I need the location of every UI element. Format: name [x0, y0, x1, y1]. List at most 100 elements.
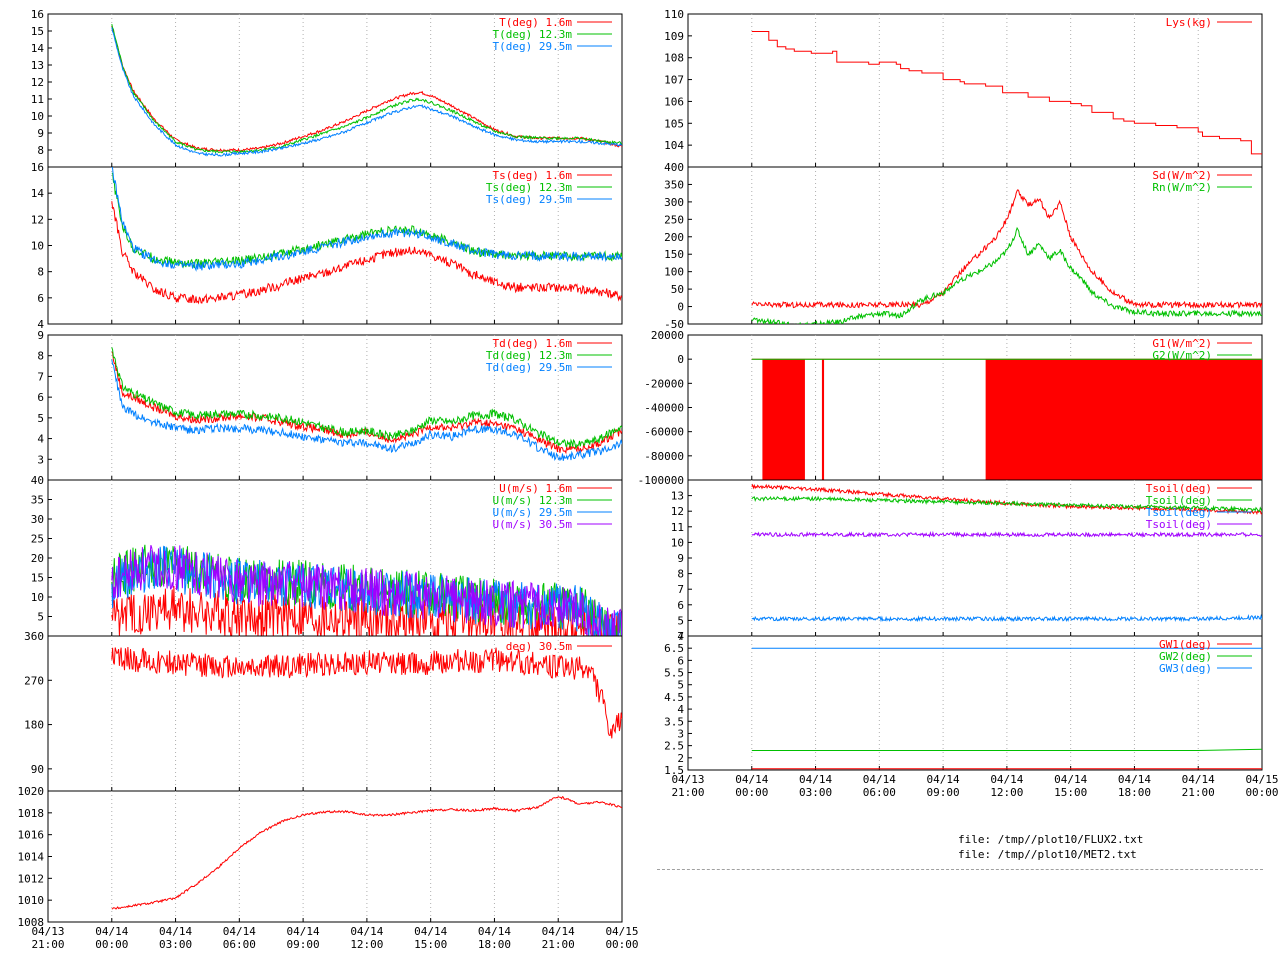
- legend-label: Tsoil(deg): [1146, 506, 1212, 519]
- series-line: [111, 646, 622, 739]
- x-tick-date: 04/15: [605, 925, 638, 938]
- x-tick-date: 04/14: [990, 773, 1023, 786]
- x-tick-time: 18:00: [1118, 786, 1151, 799]
- y-tick-label: 25: [31, 533, 44, 546]
- plot-area: [751, 647, 1262, 770]
- x-tick-date: 04/14: [350, 925, 383, 938]
- plot-area: [111, 796, 622, 910]
- x-tick-date: 04/14: [159, 925, 192, 938]
- x-tick-time: 09:00: [287, 938, 320, 951]
- plot-frame: [47, 635, 623, 792]
- x-tick-date: 04/14: [287, 925, 320, 938]
- plot-area: [751, 483, 1262, 623]
- x-tick-time: 00:00: [95, 938, 128, 951]
- y-tick-label: 104: [664, 139, 684, 152]
- y-tick-label: 16: [31, 161, 44, 174]
- y-tick-label: 6: [677, 599, 684, 612]
- legend-label: U(m/s) 29.5m: [493, 506, 573, 519]
- x-tick-date: 04/14: [863, 773, 896, 786]
- y-tick-label: -20000: [644, 377, 684, 390]
- y-tick-label: 4: [37, 318, 44, 331]
- flux-band: [762, 359, 805, 480]
- y-tick-label: 15: [31, 25, 44, 38]
- legend-label: Rn(W/m^2): [1152, 181, 1212, 194]
- y-tick-label: 109: [664, 30, 684, 43]
- y-tick-label: 12: [31, 76, 44, 89]
- y-tick-label: 5: [37, 412, 44, 425]
- legend-label: Ts(deg) 1.6m: [493, 169, 573, 182]
- y-tick-label: 20000: [651, 329, 684, 342]
- legend-label: GW3(deg): [1159, 662, 1212, 675]
- y-tick-label: 1018: [18, 807, 45, 820]
- y-tick-label: 10: [671, 536, 684, 549]
- file-info: file: /tmp//plot10/FLUX2.txt file: /tmp/…: [958, 832, 1143, 862]
- y-tick-label: 5: [677, 614, 684, 627]
- y-tick-label: 12: [31, 213, 44, 226]
- series-line: [751, 495, 1262, 513]
- legend-label: U(m/s) 12.3m: [493, 494, 573, 507]
- y-tick-label: 8: [37, 350, 44, 363]
- x-tick-date: 04/13: [31, 925, 64, 938]
- legend-label: Td(deg) 29.5m: [486, 361, 572, 374]
- x-tick-time: 00:00: [605, 938, 638, 951]
- legend-label: Tsoil(deg): [1146, 482, 1212, 495]
- x-tick-time: 15:00: [414, 938, 447, 951]
- flux-band: [821, 359, 825, 480]
- y-tick-label: 9: [37, 127, 44, 140]
- y-tick-label: 6: [37, 391, 44, 404]
- y-tick-label: 108: [664, 52, 684, 65]
- x-tick-time: 21:00: [671, 786, 704, 799]
- x-tick-date: 04/14: [414, 925, 447, 938]
- y-tick-label: 5.5: [664, 667, 684, 680]
- y-tick-label: 1008: [18, 916, 45, 929]
- legend-label: Td(deg) 1.6m: [493, 337, 573, 350]
- y-tick-label: 9: [37, 329, 44, 342]
- y-tick-label: 2: [677, 752, 684, 765]
- y-tick-label: 4: [37, 433, 44, 446]
- plot-area: [111, 347, 622, 462]
- x-tick-time: 00:00: [1245, 786, 1278, 799]
- divider: [657, 869, 1263, 870]
- y-tick-label: 8: [677, 568, 684, 581]
- y-tick-label: 3: [677, 727, 684, 740]
- x-tick-date: 04/14: [1054, 773, 1087, 786]
- y-tick-label: 13: [31, 59, 44, 72]
- y-tick-label: 106: [664, 95, 684, 108]
- legend-label: deg) 30.5m: [506, 640, 573, 653]
- y-tick-label: 10: [31, 110, 44, 123]
- legend-label: Ts(deg) 29.5m: [486, 193, 572, 206]
- series-line: [751, 226, 1262, 324]
- x-tick-time: 03:00: [799, 786, 832, 799]
- x-tick-date: 04/14: [1182, 773, 1215, 786]
- x-tick-time: 12:00: [350, 938, 383, 951]
- y-tick-label: 16: [31, 8, 44, 21]
- y-tick-label: 1010: [18, 894, 45, 907]
- y-tick-label: 100: [664, 266, 684, 279]
- series-line: [111, 167, 622, 272]
- plot-frame: [687, 166, 1263, 325]
- x-tick-date: 04/14: [799, 773, 832, 786]
- x-tick-date: 04/14: [542, 925, 575, 938]
- legend-label: Td(deg) 12.3m: [486, 349, 572, 362]
- plot-area: [111, 646, 622, 739]
- series-line: [111, 201, 622, 305]
- legend-label: G2(W/m^2): [1152, 349, 1212, 362]
- x-tick-time: 06:00: [863, 786, 896, 799]
- y-tick-label: 14: [31, 42, 45, 55]
- series-line: [751, 189, 1262, 310]
- plot-area: [111, 23, 622, 158]
- x-tick-date: 04/14: [95, 925, 128, 938]
- x-tick-time: 21:00: [1182, 786, 1215, 799]
- x-tick-time: 00:00: [735, 786, 768, 799]
- y-tick-label: 10: [31, 591, 44, 604]
- chart-ground-flux: -100000 -80000 -60000 -40000 -20000 0 20000 G1(…: [638, 329, 1263, 487]
- series-line: [751, 748, 1262, 751]
- x-tick-time: 15:00: [1054, 786, 1087, 799]
- legend-label: Tsoil(deg): [1146, 518, 1212, 531]
- legend-label: GW1(deg): [1159, 638, 1212, 651]
- x-tick-date: 04/14: [927, 773, 960, 786]
- x-tick-date: 04/13: [671, 773, 704, 786]
- y-tick-label: 150: [664, 248, 684, 261]
- y-tick-label: 20: [31, 552, 44, 565]
